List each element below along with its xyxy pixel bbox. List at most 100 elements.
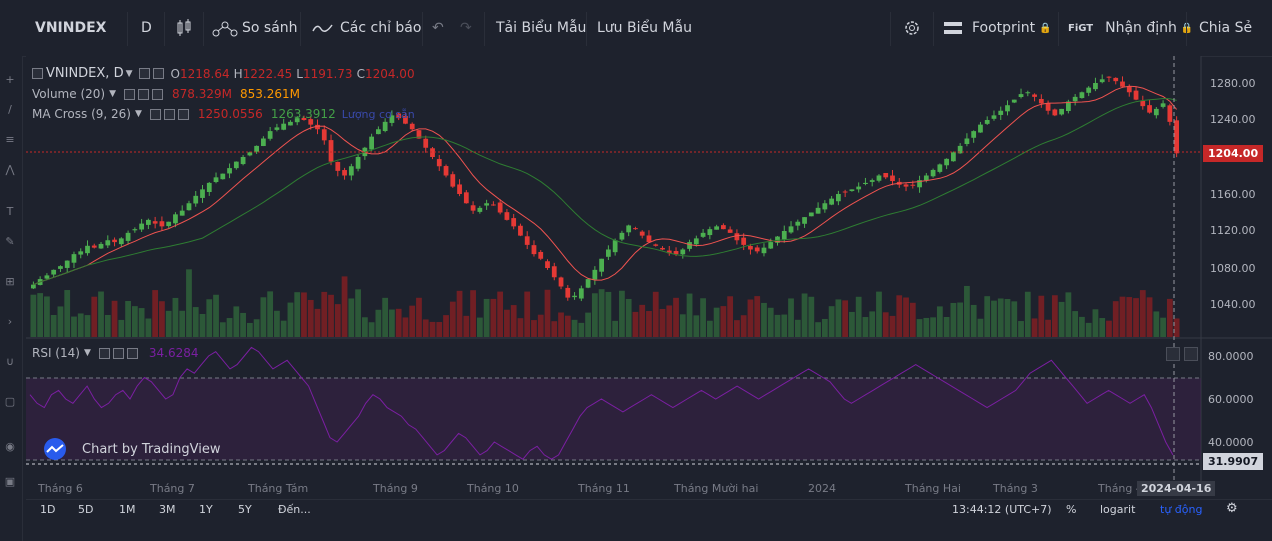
candle-body xyxy=(1093,83,1098,90)
footprint-button[interactable]: Footprint 🔒 xyxy=(943,0,1052,56)
pane-up-icon[interactable] xyxy=(1166,347,1180,361)
undo-button[interactable]: ↶ xyxy=(432,0,444,56)
candle-body xyxy=(923,175,929,181)
text-icon[interactable]: T xyxy=(6,205,14,218)
load-template-button[interactable]: Tải Biểu Mẫu xyxy=(496,20,587,36)
chart-canvas[interactable] xyxy=(26,56,1272,498)
candle-body xyxy=(998,110,1004,115)
volume-bar xyxy=(118,319,125,337)
range-3m-button[interactable]: 3M xyxy=(159,503,176,516)
price-tick: 1280.00 xyxy=(1210,77,1256,90)
indicators-button[interactable]: Các chỉ báo xyxy=(312,0,421,56)
percent-toggle[interactable]: % xyxy=(1066,503,1077,516)
time-tick: Tháng 11 xyxy=(578,482,630,495)
candle-body xyxy=(883,173,889,178)
candle-body xyxy=(707,229,713,236)
candle-body xyxy=(639,231,645,236)
candle-body xyxy=(842,191,848,193)
toolbar-divider xyxy=(1058,12,1059,46)
trash-icon[interactable]: ▣ xyxy=(4,475,16,488)
range-1m-button[interactable]: 1M xyxy=(119,503,136,516)
chevron-down-icon[interactable]: ▼ xyxy=(125,68,133,79)
volume-title: Volume (20) xyxy=(32,87,106,101)
interval-button[interactable]: D xyxy=(141,20,152,36)
magnet-icon[interactable]: ∪ xyxy=(5,355,15,368)
candle-body xyxy=(71,254,77,263)
crosshair-icon[interactable]: + xyxy=(5,73,15,86)
candle-style-button[interactable] xyxy=(176,0,192,56)
candle-body xyxy=(1011,99,1017,103)
eye-icon[interactable] xyxy=(124,88,135,100)
volume-bar xyxy=(517,318,524,337)
candle-body xyxy=(761,247,767,254)
range-1y-button[interactable]: 1Y xyxy=(199,503,213,516)
range-5d-button[interactable]: 5D xyxy=(78,503,94,516)
log-toggle[interactable]: logarit xyxy=(1100,503,1136,516)
volume-bar xyxy=(625,298,632,337)
chevron-down-icon[interactable]: ▼ xyxy=(134,109,142,119)
volume-bar xyxy=(402,317,409,337)
redo-button[interactable]: ↷ xyxy=(460,0,472,56)
rsi-band xyxy=(26,378,1201,460)
settings-button[interactable] xyxy=(902,0,922,56)
candle-body xyxy=(423,138,429,148)
volume-bar xyxy=(416,297,422,337)
close-icon[interactable] xyxy=(126,347,138,359)
pattern-icon[interactable]: ⋀ xyxy=(5,163,15,176)
compare-button[interactable]: So sánh xyxy=(212,0,298,56)
candle-body xyxy=(220,173,226,180)
tradingview-watermark[interactable]: Chart by TradingView xyxy=(40,438,220,460)
measure-icon[interactable]: ⊞ xyxy=(5,275,15,288)
brush-icon[interactable]: ✎ xyxy=(5,235,15,248)
fib-icon[interactable]: ≡ xyxy=(5,133,15,146)
low-value: 1191.73 xyxy=(302,66,353,81)
candle-body xyxy=(714,226,719,230)
settings-icon[interactable] xyxy=(152,68,164,79)
range-1d-button[interactable]: 1D xyxy=(40,503,56,516)
time-axis[interactable]: Tháng 6 Tháng 7 Tháng Tám Tháng 9 Tháng … xyxy=(26,481,1216,500)
eye-icon[interactable]: ◉ xyxy=(5,440,15,453)
volume-bar xyxy=(835,299,842,337)
eye-icon[interactable] xyxy=(149,108,161,120)
volume-bar xyxy=(341,276,348,337)
gear-icon[interactable]: ⚙ xyxy=(1226,501,1238,516)
auto-toggle[interactable]: tự động xyxy=(1160,503,1203,516)
settings-icon[interactable] xyxy=(112,347,124,359)
range-5y-button[interactable]: 5Y xyxy=(238,503,252,516)
candle-body xyxy=(308,119,314,125)
share-button[interactable]: Chia Sẻ xyxy=(1199,20,1253,36)
candle-body xyxy=(477,207,483,212)
pane-maximize-icon[interactable] xyxy=(1184,347,1198,361)
volume-bar xyxy=(98,291,104,337)
candle-body xyxy=(85,245,90,254)
volume-bar xyxy=(1018,321,1024,337)
candle-body xyxy=(206,182,212,193)
candle-body xyxy=(951,152,956,162)
candle-body xyxy=(200,189,205,198)
close-icon[interactable] xyxy=(177,108,189,120)
symbol-button[interactable]: VNINDEX xyxy=(35,20,107,36)
goto-date-button[interactable]: Đến... xyxy=(278,503,311,516)
candle-body xyxy=(964,138,970,145)
expand-icon[interactable]: › xyxy=(7,315,13,328)
insight-button[interactable]: FiGT Nhận định 🔒 xyxy=(1068,0,1193,56)
save-template-button[interactable]: Lưu Biểu Mẫu xyxy=(597,20,692,36)
chevron-down-icon[interactable]: ▼ xyxy=(109,89,116,99)
volume-bar xyxy=(422,319,429,337)
close-icon[interactable] xyxy=(152,88,163,100)
volume-bar xyxy=(828,306,835,337)
candle-body xyxy=(700,232,706,237)
eye-icon[interactable] xyxy=(98,347,110,359)
lock-drawing-icon[interactable]: ▢ xyxy=(4,395,16,408)
toolbar-divider xyxy=(422,12,423,46)
candle-body xyxy=(781,231,787,240)
eye-icon[interactable] xyxy=(138,68,150,79)
settings-icon[interactable] xyxy=(163,108,175,120)
chevron-down-icon[interactable]: ▼ xyxy=(83,348,91,358)
trend-line-icon[interactable]: / xyxy=(8,103,12,116)
clock-label[interactable]: 13:44:12 (UTC+7) xyxy=(952,503,1052,516)
volume-bar xyxy=(754,296,761,337)
collapse-icon[interactable] xyxy=(32,68,43,79)
settings-icon[interactable] xyxy=(138,88,149,100)
candle-body xyxy=(572,295,577,298)
